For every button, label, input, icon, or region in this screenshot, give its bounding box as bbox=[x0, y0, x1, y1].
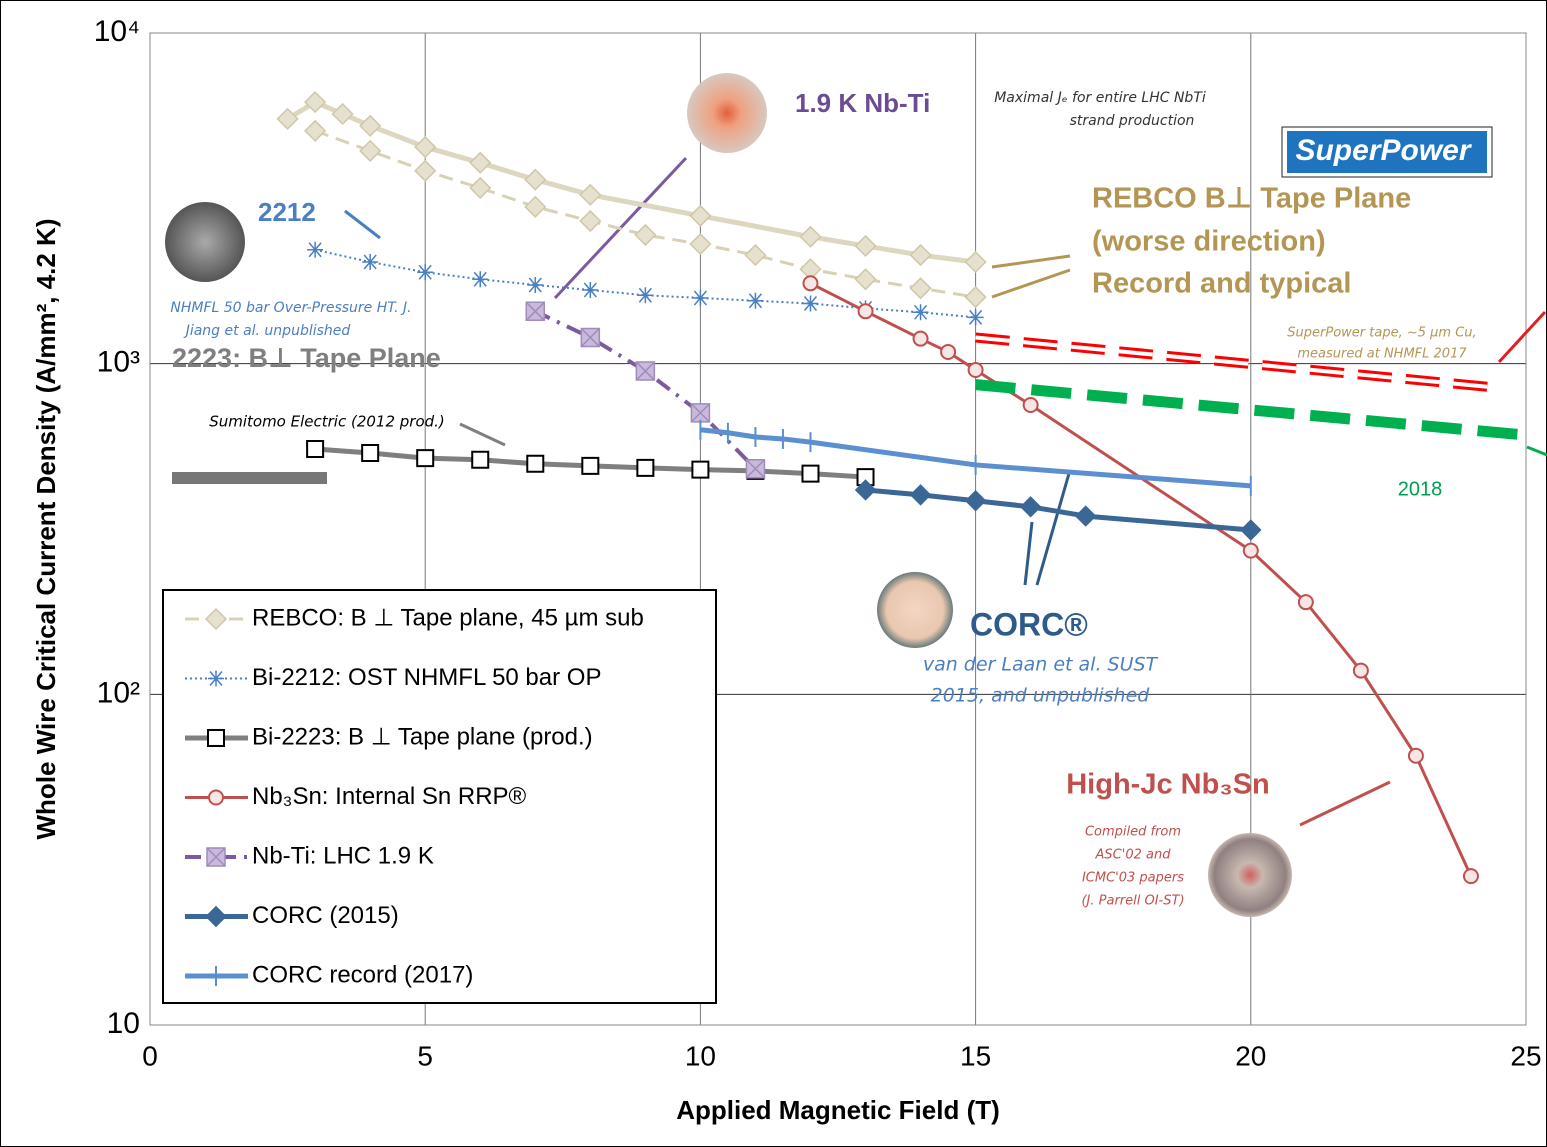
data-point bbox=[527, 456, 543, 472]
y-tick-label: 10 bbox=[107, 1007, 140, 1040]
data-point bbox=[692, 462, 708, 478]
bi2212-wire-image bbox=[165, 202, 245, 282]
data-point bbox=[637, 460, 653, 476]
legend-label: CORC (2015) bbox=[252, 902, 399, 929]
legend-label: Bi-2212: OST NHMFL 50 bar OP bbox=[252, 664, 601, 691]
annotation: (worse direction) bbox=[1092, 226, 1326, 258]
data-point bbox=[581, 328, 599, 346]
legend-label: Nb-Ti: LHC 1.9 K bbox=[252, 842, 434, 869]
data-point bbox=[307, 242, 323, 258]
data-point bbox=[1244, 544, 1258, 558]
data-point bbox=[1409, 749, 1423, 763]
nb3sn-wire-image bbox=[1208, 833, 1292, 917]
data-point bbox=[1354, 664, 1368, 678]
annotation: ASC'02 and bbox=[1095, 848, 1172, 863]
data-point bbox=[1299, 595, 1313, 609]
corc-cable-image bbox=[877, 572, 953, 648]
page: {"chart_data": { "type": "line", "x_labe… bbox=[0, 0, 1547, 1147]
x-tick-label: 25 bbox=[1510, 1040, 1541, 1071]
annotation: Jiang et al. unpublished bbox=[183, 323, 351, 339]
annotation: (J. Parrell OI-ST) bbox=[1081, 894, 1184, 909]
legend-label: Nb₃Sn: Internal Sn RRP® bbox=[252, 783, 527, 810]
data-point bbox=[636, 362, 654, 380]
legend-label: Bi-2223: B ⊥ Tape plane (prod.) bbox=[252, 723, 593, 750]
data-point bbox=[968, 309, 984, 325]
data-point bbox=[802, 466, 818, 482]
annotation: REBCO B⊥ Tape Plane bbox=[1092, 183, 1411, 215]
annotation: Sumitomo Electric (2012 prod.) bbox=[209, 413, 445, 431]
annotation: 2223: B⊥ Tape Plane bbox=[172, 343, 441, 373]
data-point bbox=[692, 290, 708, 306]
legend-marker bbox=[209, 791, 223, 805]
legend-marker bbox=[208, 730, 224, 746]
y-axis-title: Whole Wire Critical Current Density (A/m… bbox=[31, 219, 61, 840]
data-point bbox=[417, 264, 433, 280]
y-tick-label: 10⁴ bbox=[94, 15, 140, 48]
annotation: 2015, and unpublished bbox=[931, 685, 1151, 707]
data-point bbox=[1024, 398, 1038, 412]
data-point bbox=[941, 345, 955, 359]
annotation: Maximal Jₑ for entire LHC NbTi bbox=[994, 90, 1206, 106]
data-point bbox=[417, 450, 433, 466]
data-point bbox=[307, 441, 323, 457]
annotation: CORC® bbox=[970, 606, 1088, 642]
legend-marker bbox=[207, 848, 225, 866]
y-tick-label: 10² bbox=[97, 676, 140, 709]
data-point bbox=[913, 304, 929, 320]
data-point bbox=[637, 287, 653, 303]
x-axis-title: Applied Magnetic Field (T) bbox=[676, 1095, 1000, 1125]
x-tick-label: 15 bbox=[960, 1040, 991, 1071]
annotation: strand production bbox=[1070, 113, 1195, 129]
x-tick-label: 20 bbox=[1235, 1040, 1266, 1071]
data-point bbox=[582, 282, 598, 298]
data-point bbox=[527, 277, 543, 293]
annotation: ICMC'03 papers bbox=[1082, 871, 1184, 886]
data-point bbox=[691, 404, 709, 422]
data-point bbox=[472, 452, 488, 468]
x-tick-label: 0 bbox=[142, 1040, 158, 1071]
nbti-wire-image bbox=[687, 73, 767, 153]
bi2223-tape-image bbox=[172, 472, 327, 484]
data-point bbox=[1464, 869, 1478, 883]
annotation: 2212 bbox=[258, 197, 316, 227]
annotation: 2018 bbox=[1398, 478, 1443, 500]
data-point bbox=[803, 276, 817, 290]
legend-label: CORC record (2017) bbox=[252, 961, 473, 988]
legend-label: REBCO: B ⊥ Tape plane, 45 µm sub bbox=[252, 604, 644, 631]
data-point bbox=[802, 296, 818, 312]
chart: SuperPower REBCO: B ⊥ Tape plane, 45 µm … bbox=[0, 0, 1547, 1147]
data-point bbox=[969, 363, 983, 377]
annotation: van der Laan et al. SUST bbox=[923, 654, 1159, 676]
data-point bbox=[747, 293, 763, 309]
data-point bbox=[362, 254, 378, 270]
data-point bbox=[526, 302, 544, 320]
annotation: Record and typical bbox=[1092, 268, 1351, 300]
annotation: High-Jc Nb₃Sn bbox=[1066, 769, 1270, 801]
x-tick-label: 5 bbox=[417, 1040, 433, 1071]
data-point bbox=[582, 458, 598, 474]
annotation: SuperPower tape, ~5 µm Cu, bbox=[1287, 326, 1476, 341]
annotation: NHMFL 50 bar Over-Pressure HT. J. bbox=[170, 300, 411, 316]
annotation: Compiled from bbox=[1085, 825, 1181, 840]
data-point bbox=[362, 445, 378, 461]
legend-marker bbox=[208, 671, 224, 687]
annotation: measured at NHMFL 2017 bbox=[1297, 347, 1467, 362]
data-point bbox=[746, 460, 764, 478]
y-tick-label: 10³ bbox=[97, 346, 140, 379]
x-tick-label: 10 bbox=[685, 1040, 716, 1071]
logo-text: SuperPower bbox=[1295, 134, 1472, 167]
data-point bbox=[472, 271, 488, 287]
annotation: 1.9 K Nb-Ti bbox=[795, 88, 930, 118]
data-point bbox=[859, 304, 873, 318]
data-point bbox=[914, 332, 928, 346]
